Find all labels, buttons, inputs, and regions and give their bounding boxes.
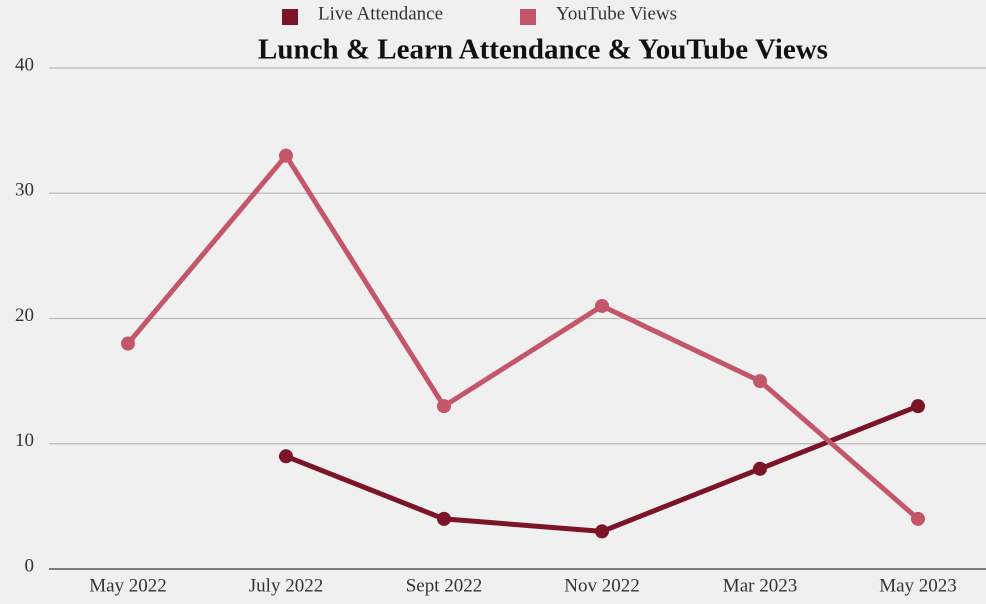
data-point: [911, 511, 925, 526]
y-tick-label: 10: [15, 430, 34, 451]
data-point: [595, 298, 609, 313]
x-tick-label: Mar 2023: [723, 575, 797, 596]
x-tick-label: Nov 2022: [564, 575, 639, 596]
data-point: [595, 524, 609, 539]
x-tick-label: May 2022: [89, 575, 167, 596]
y-tick-label: 0: [25, 555, 35, 576]
legend-label: Live Attendance: [318, 3, 443, 24]
x-tick-label: Sept 2022: [406, 575, 483, 596]
legend-swatch: [520, 9, 536, 25]
data-point: [753, 461, 767, 476]
data-point: [437, 511, 451, 526]
data-point: [279, 148, 293, 163]
series-line: [126, 153, 920, 521]
data-point: [121, 336, 135, 351]
data-point: [437, 399, 451, 414]
legend-swatch: [282, 9, 298, 25]
data-point: [753, 374, 767, 389]
data-point: [279, 449, 293, 464]
x-tick-label: May 2023: [879, 575, 957, 596]
y-tick-label: 20: [15, 305, 34, 326]
data-point: [911, 399, 925, 414]
y-tick-label: 40: [15, 54, 34, 75]
y-tick-label: 30: [15, 180, 34, 201]
x-tick-label: July 2022: [249, 575, 323, 596]
legend-label: YouTube Views: [556, 3, 677, 24]
chart-title: Lunch & Learn Attendance & YouTube Views: [258, 34, 828, 66]
